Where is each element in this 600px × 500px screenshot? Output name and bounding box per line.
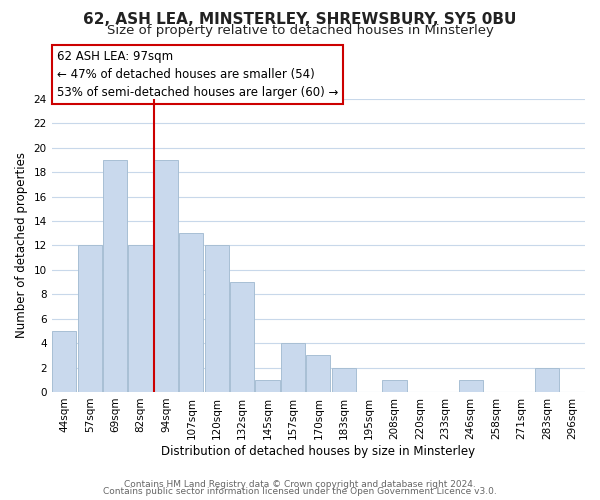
Bar bbox=[306, 356, 331, 392]
X-axis label: Distribution of detached houses by size in Minsterley: Distribution of detached houses by size … bbox=[161, 444, 475, 458]
Bar bbox=[103, 160, 127, 392]
Bar bbox=[128, 246, 152, 392]
Text: Contains public sector information licensed under the Open Government Licence v3: Contains public sector information licen… bbox=[103, 487, 497, 496]
Bar bbox=[154, 160, 178, 392]
Y-axis label: Number of detached properties: Number of detached properties bbox=[15, 152, 28, 338]
Bar bbox=[535, 368, 559, 392]
Text: Size of property relative to detached houses in Minsterley: Size of property relative to detached ho… bbox=[107, 24, 493, 37]
Text: 62, ASH LEA, MINSTERLEY, SHREWSBURY, SY5 0BU: 62, ASH LEA, MINSTERLEY, SHREWSBURY, SY5… bbox=[83, 12, 517, 28]
Bar bbox=[332, 368, 356, 392]
Text: 62 ASH LEA: 97sqm
← 47% of detached houses are smaller (54)
53% of semi-detached: 62 ASH LEA: 97sqm ← 47% of detached hous… bbox=[57, 50, 338, 99]
Bar bbox=[256, 380, 280, 392]
Bar bbox=[205, 246, 229, 392]
Bar bbox=[52, 331, 76, 392]
Bar bbox=[179, 234, 203, 392]
Bar bbox=[458, 380, 483, 392]
Bar bbox=[230, 282, 254, 392]
Bar bbox=[382, 380, 407, 392]
Text: Contains HM Land Registry data © Crown copyright and database right 2024.: Contains HM Land Registry data © Crown c… bbox=[124, 480, 476, 489]
Bar bbox=[281, 343, 305, 392]
Bar bbox=[77, 246, 102, 392]
